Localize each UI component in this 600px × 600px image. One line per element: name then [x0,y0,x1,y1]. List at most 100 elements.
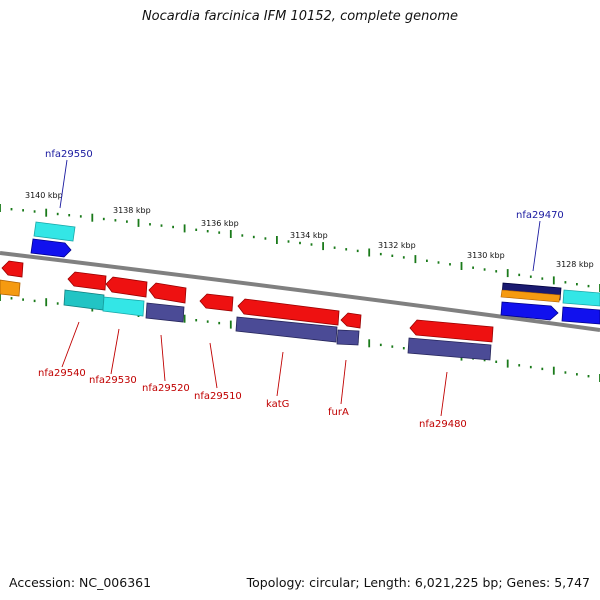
gene-slate[interactable] [336,329,360,346]
minor-tick [391,254,394,257]
gene-labels: nfa29550 nfa29470 nfa29540 nfa29530 nfa2… [38,149,564,430]
minor-tick [379,252,382,256]
minor-tick [102,217,105,221]
minor-tick [472,266,474,269]
gene-red[interactable] [148,282,187,304]
minor-tick [149,223,151,226]
minor-tick [483,268,486,271]
leader-line [59,159,68,209]
gene-slate[interactable] [407,337,492,361]
minor-tick [195,228,198,231]
gene-blue[interactable] [30,238,72,258]
major-tick [137,218,140,227]
gene-blue[interactable] [500,301,559,321]
minor-tick [587,284,590,288]
gene-red[interactable] [340,312,362,329]
gene-cyan[interactable] [33,221,76,242]
gene-teal[interactable] [63,289,105,311]
minor-tick [22,209,24,212]
kbp-label: 3130 kbp [467,251,505,260]
kbp-label: 3132 kbp [378,241,416,250]
minor-tick [126,220,128,223]
gene-label[interactable]: nfa29540 [38,368,86,379]
minor-tick [576,373,578,376]
minor-tick [541,277,544,280]
gene-label[interactable]: nfa29510 [194,391,242,402]
minor-tick [287,240,290,243]
major-tick [45,208,48,217]
minor-tick [495,360,498,363]
major-tick [183,314,186,323]
minor-tick [587,375,590,378]
leader-line [209,342,218,389]
minor-tick [68,214,71,217]
major-tick [506,269,509,278]
leader-line [440,371,448,417]
kbp-tick-labels: 3140 kbp 3138 kbp 3136 kbp 3134 kbp 3132… [25,191,594,269]
minor-tick [402,256,405,259]
topology-text: Topology: circular; Length: 6,021,225 bp… [246,575,590,590]
gene-red[interactable] [409,319,494,343]
minor-tick [402,347,405,350]
minor-tick [160,224,163,227]
minor-tick [264,237,267,240]
gene-red[interactable] [237,298,340,326]
gene-red[interactable] [67,271,107,291]
gene-blue[interactable] [561,306,600,325]
minor-tick [518,273,521,277]
major-tick [0,204,1,212]
minor-tick [356,249,359,253]
genome-backbone [0,251,600,332]
leader-line [276,351,284,397]
minor-tick [22,298,24,301]
leader-line [110,328,120,375]
minor-tick [495,270,498,273]
gene-label[interactable]: nfa29530 [89,375,137,386]
minor-tick [56,212,59,216]
minor-tick [79,215,82,218]
major-tick [368,339,371,348]
kbp-label: 3140 kbp [25,191,63,200]
leader-line [340,359,347,405]
label-leader-lines [59,159,541,417]
kbp-label: 3136 kbp [201,219,239,228]
gene-cyan[interactable] [102,296,145,317]
gene-orange[interactable] [500,289,561,303]
major-tick [552,366,555,375]
reverse-strand-genes [0,260,494,361]
gene-slate[interactable] [235,316,338,343]
gene-red[interactable] [1,260,24,278]
minor-tick [379,343,382,347]
gene-label[interactable]: katG [266,399,289,410]
gene-label[interactable]: nfa29480 [419,419,467,430]
leader-line [61,321,80,368]
major-tick [552,276,555,285]
gene-red[interactable] [199,293,234,312]
minor-tick [252,235,255,239]
leader-line [160,334,166,382]
gene-slate[interactable] [145,302,185,323]
gene-label[interactable]: nfa29520 [142,383,190,394]
major-tick [0,293,1,301]
gene-label[interactable]: nfa29550 [45,149,93,160]
minor-tick [333,246,336,249]
minor-tick [345,248,348,251]
minor-tick [310,243,313,246]
minor-tick [218,231,221,234]
leader-line [532,220,541,272]
major-tick [229,230,232,238]
gene-red[interactable] [105,276,148,298]
minor-tick [437,261,440,264]
minor-tick [564,371,567,374]
major-tick [276,236,278,244]
gene-label[interactable]: furA [328,407,349,418]
minor-tick [529,365,532,369]
accession-text: Accession: NC_006361 [9,575,152,590]
gene-label[interactable]: nfa29470 [516,210,564,221]
major-tick [414,255,417,264]
gene-cyan[interactable] [562,289,600,307]
gene-orange[interactable] [0,279,21,297]
kbp-label: 3138 kbp [113,206,151,215]
minor-tick [33,299,36,303]
